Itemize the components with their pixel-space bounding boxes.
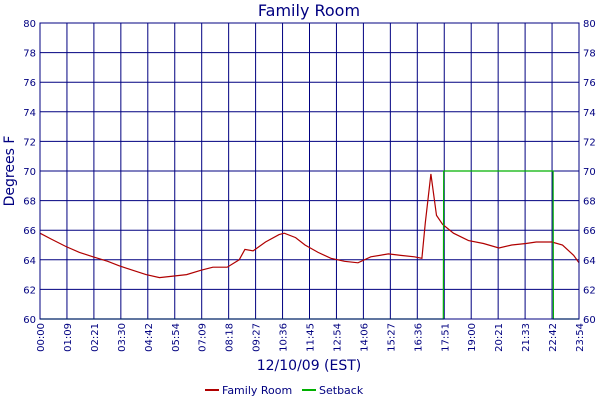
y-tick-label: 70 bbox=[23, 167, 36, 178]
x-tick-label: 09:27 bbox=[252, 323, 263, 352]
y-tick-label: 78 bbox=[23, 49, 36, 60]
y-tick-label-right: 76 bbox=[583, 78, 596, 89]
y-ticks-right: 60 62 64 66 68 70 72 74 76 78 80 bbox=[583, 19, 596, 326]
x-tick-label: 08:18 bbox=[225, 323, 236, 352]
y-tick-label: 62 bbox=[23, 285, 36, 296]
x-tick-label: 04:42 bbox=[144, 323, 155, 352]
y-tick-label-right: 66 bbox=[583, 226, 596, 237]
y-tick-label: 72 bbox=[23, 137, 36, 148]
y-ticks-left: 60 62 64 66 68 70 72 74 76 78 80 bbox=[23, 19, 36, 326]
y-tick-label: 68 bbox=[23, 197, 36, 208]
x-tick-label: 17:51 bbox=[440, 323, 451, 352]
legend-label-1: Setback bbox=[319, 384, 364, 397]
x-tick-label: 12:54 bbox=[332, 323, 343, 352]
y-tick-label: 60 bbox=[23, 315, 36, 326]
y-tick-label-right: 60 bbox=[583, 315, 596, 326]
x-tick-label: 23:54 bbox=[575, 323, 586, 352]
x-tick-label: 14:06 bbox=[359, 323, 370, 352]
x-tick-label: 05:54 bbox=[171, 323, 182, 352]
y-tick-label-right: 68 bbox=[583, 197, 596, 208]
y-tick-label-right: 70 bbox=[583, 167, 596, 178]
x-tick-label: 21:33 bbox=[521, 323, 532, 352]
x-tick-label: 10:36 bbox=[279, 323, 290, 352]
y-tick-label-right: 62 bbox=[583, 285, 596, 296]
x-axis-label: 12/10/09 (EST) bbox=[257, 358, 362, 374]
x-tick-label: 11:45 bbox=[306, 323, 317, 352]
x-tick-label: 15:27 bbox=[386, 323, 397, 352]
y-tick-label: 74 bbox=[23, 108, 36, 119]
y-tick-label-right: 80 bbox=[583, 19, 596, 30]
y-tick-label-right: 72 bbox=[583, 137, 596, 148]
series-line-0 bbox=[39, 173, 580, 279]
chart-title: Family Room bbox=[258, 1, 360, 20]
y-tick-label: 66 bbox=[23, 226, 36, 237]
legend: Family Room Setback bbox=[205, 384, 364, 397]
x-tick-label: 16:36 bbox=[413, 323, 424, 352]
y-tick-label: 80 bbox=[23, 19, 36, 30]
plot-frame bbox=[39, 22, 580, 320]
x-ticks: 00:00 01:09 02:21 03:30 04:42 05:54 07:09 08:18… bbox=[36, 323, 586, 352]
legend-label-0: Family Room bbox=[222, 384, 292, 397]
y-tick-label: 76 bbox=[23, 78, 36, 89]
y-tick-label: 64 bbox=[23, 256, 36, 267]
x-tick-label: 19:00 bbox=[467, 323, 478, 352]
x-tick-label: 02:21 bbox=[90, 323, 101, 352]
x-tick-label: 07:09 bbox=[198, 323, 209, 352]
y-tick-label-right: 64 bbox=[583, 256, 596, 267]
x-tick-label: 20:21 bbox=[494, 323, 505, 352]
x-tick-label: 03:30 bbox=[117, 323, 128, 352]
y-tick-label-right: 74 bbox=[583, 108, 596, 119]
y-tick-label-right: 78 bbox=[583, 49, 596, 60]
x-tick-label: 01:09 bbox=[63, 323, 74, 352]
x-tick-label: 00:00 bbox=[36, 323, 47, 352]
y-axis-label: Degrees F bbox=[2, 136, 18, 207]
x-tick-label: 22:42 bbox=[548, 323, 559, 352]
